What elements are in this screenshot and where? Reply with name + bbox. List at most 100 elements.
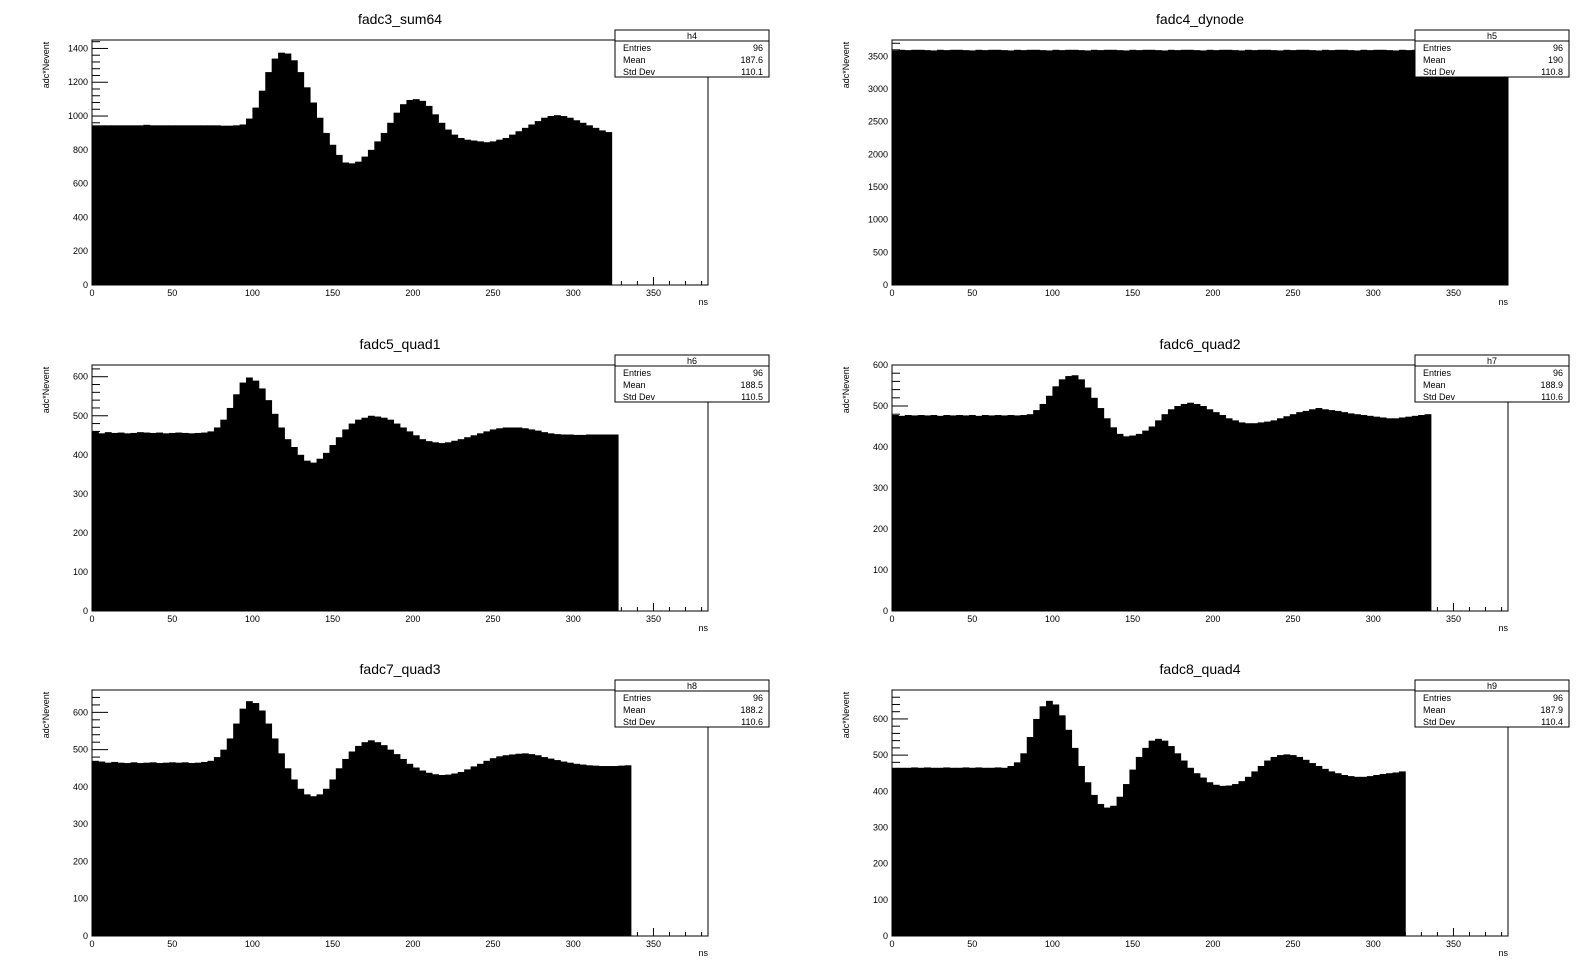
stats-value-entries: 96 <box>753 368 763 378</box>
histogram-bin <box>898 415 906 611</box>
histogram-bin <box>981 767 989 936</box>
histogram-bin <box>361 742 369 936</box>
histogram-bin <box>149 432 157 611</box>
histogram-bin <box>355 745 362 936</box>
histogram-bin <box>1148 49 1156 285</box>
stats-box: h9 Entries 96 Mean 187.9 Std Dev 110.4 <box>1414 679 1570 728</box>
histogram-bin <box>1334 49 1342 285</box>
histogram-bin <box>994 767 1002 936</box>
histogram-bin <box>1013 49 1021 285</box>
histogram-bin <box>348 163 356 285</box>
histogram-bin <box>534 755 542 936</box>
histogram-bin <box>1366 776 1374 936</box>
y-tick-label: 300 <box>73 489 88 499</box>
histogram-bin <box>220 419 228 611</box>
histogram-bin <box>1392 772 1400 936</box>
histogram-bin <box>374 742 382 936</box>
histogram-bin <box>111 761 119 936</box>
histogram-bin <box>949 49 957 285</box>
y-tick-label: 0 <box>883 931 888 941</box>
histogram-bin <box>175 432 183 611</box>
stats-label-entries: Entries <box>623 43 652 53</box>
histogram-bin <box>406 431 414 611</box>
histogram-bin <box>1264 49 1271 285</box>
histogram-bin <box>943 415 951 611</box>
histogram-bins <box>92 701 632 936</box>
histogram-bin <box>975 415 983 611</box>
histogram-bin <box>969 767 976 936</box>
histogram-bin <box>335 437 343 611</box>
histogram-bin <box>962 767 970 936</box>
histogram-bin <box>1289 414 1297 611</box>
histogram-bin <box>1206 782 1214 936</box>
histogram-bin <box>284 768 292 936</box>
histogram-bin <box>1244 49 1252 285</box>
histogram-bin <box>1142 430 1150 611</box>
histogram-bin <box>271 413 279 611</box>
histogram-bin <box>130 125 138 285</box>
histogram-bin <box>1405 416 1413 611</box>
histogram-bin <box>323 452 330 611</box>
stats-histogram-name: h5 <box>1487 31 1497 41</box>
y-tick-label: 0 <box>883 280 888 290</box>
histogram-bin <box>380 745 388 936</box>
histogram-bin <box>1033 49 1040 285</box>
y-tick-label: 600 <box>73 707 88 717</box>
histogram-bin <box>220 749 228 936</box>
histogram-panel-2: fadc4_dynode 0 50 100 150 200 250 300 350 ns 0 500 1… <box>841 11 1570 307</box>
y-axis: 0 500 1000 1500 2000 2500 3000 3500 adc*Nevent <box>841 41 908 290</box>
histogram-bin <box>1341 49 1348 285</box>
histogram-bin <box>943 767 951 936</box>
histogram-bin <box>1001 415 1008 611</box>
y-tick-label: 1500 <box>868 182 888 192</box>
x-tick-label: 300 <box>1366 939 1381 949</box>
histogram-bin <box>233 125 240 285</box>
histogram-bin <box>104 432 112 611</box>
histogram-bin <box>226 125 234 285</box>
x-axis: 0 50 100 150 200 250 300 350 ns <box>889 603 1508 633</box>
histogram-bin <box>380 417 388 611</box>
histogram-bin <box>348 751 356 936</box>
histogram-bin <box>1302 759 1310 936</box>
histogram-bin <box>975 49 983 285</box>
histogram-bin <box>207 431 215 611</box>
histogram-bin <box>515 753 523 936</box>
histogram-bin <box>1296 756 1304 936</box>
x-axis: 0 50 100 150 200 250 300 350 ns <box>89 277 708 307</box>
histogram-bin <box>124 433 131 611</box>
stats-box: h4 Entries 96 Mean 187.6 Std Dev 110.1 <box>614 29 770 78</box>
histogram-bin <box>1251 771 1259 936</box>
histogram-bin <box>239 382 247 611</box>
histogram-bin <box>342 162 350 285</box>
x-tick-label: 50 <box>167 614 177 624</box>
y-tick-label: 3500 <box>868 51 888 61</box>
histogram-bin <box>451 134 459 285</box>
histogram-bin <box>188 433 196 611</box>
stats-label-entries: Entries <box>1423 693 1452 703</box>
histogram-bin <box>1046 395 1053 611</box>
chart-title: fadc4_dynode <box>1156 11 1244 27</box>
histogram-bin <box>1001 767 1008 936</box>
histogram-bin <box>956 49 963 285</box>
histogram-bin <box>1347 776 1355 936</box>
y-tick-label: 400 <box>73 212 88 222</box>
histogram-bin <box>156 125 163 285</box>
x-tick-label: 150 <box>1125 939 1140 949</box>
histogram-bin <box>1334 410 1342 611</box>
stats-box-frame <box>1414 29 1570 78</box>
stats-value-entries: 96 <box>1553 43 1563 53</box>
y-axis-label: adc*Nevent <box>841 366 851 413</box>
histogram-bin <box>258 388 266 611</box>
x-tick-label: 0 <box>89 288 94 298</box>
stats-value-stddev: 110.6 <box>741 717 763 727</box>
histogram-bin <box>956 767 963 936</box>
histogram-bin <box>297 788 305 936</box>
histogram-bin <box>1392 418 1400 611</box>
histogram-bin <box>911 415 919 611</box>
x-tick-label: 300 <box>566 288 581 298</box>
histogram-panel-6: fadc8_quad4 0 50 100 150 200 250 300 350 ns 0 100 20… <box>841 661 1570 958</box>
x-tick-label: 200 <box>405 939 420 949</box>
histogram-bin <box>477 433 484 611</box>
histogram-bin <box>149 125 157 285</box>
x-axis: 0 50 100 150 200 250 300 350 ns <box>89 603 708 633</box>
